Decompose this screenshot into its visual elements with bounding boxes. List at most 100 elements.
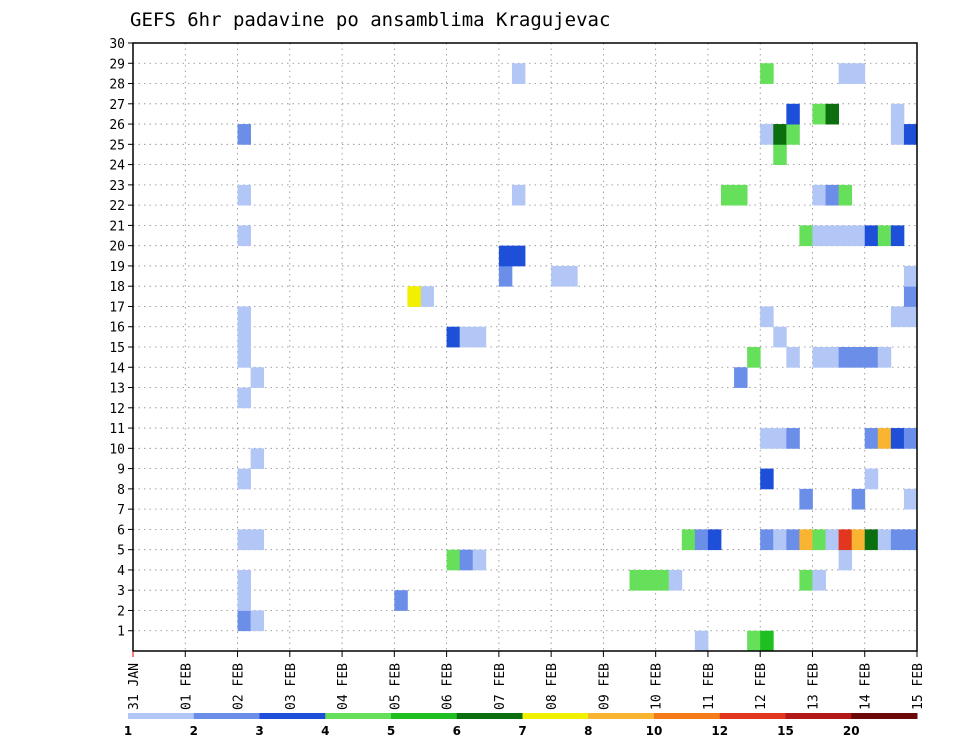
heatmap-cell xyxy=(446,549,461,571)
y-tick-label: 14 xyxy=(109,361,125,376)
y-tick-label: 1 xyxy=(117,625,125,640)
colorbar-label: 2 xyxy=(190,724,198,738)
x-tick-label: 11 FEB xyxy=(702,663,717,710)
x-tick-label: 15 FEB xyxy=(911,663,926,710)
heatmap-cell xyxy=(707,529,722,551)
heatmap-cell xyxy=(838,529,853,551)
colorbar-label: 15 xyxy=(777,724,794,738)
heatmap-cell xyxy=(812,347,826,368)
heatmap-cell xyxy=(786,529,800,551)
heatmap-cell xyxy=(890,225,905,247)
heatmap-cell xyxy=(237,569,251,591)
y-tick-label: 16 xyxy=(109,321,125,336)
heatmap-cell xyxy=(564,265,578,287)
heatmap-cell xyxy=(472,326,487,348)
heatmap-cell xyxy=(877,225,892,247)
heatmap-cell xyxy=(903,488,918,510)
heatmap-cell xyxy=(903,286,918,307)
x-tick-label: 04 FEB xyxy=(336,663,351,710)
heatmap-cell xyxy=(511,184,526,206)
heatmap-cell xyxy=(877,529,892,551)
heatmap-cell xyxy=(903,529,918,551)
heatmap-cell xyxy=(864,529,879,551)
heatmap-cell xyxy=(812,569,826,591)
heatmap-cell xyxy=(812,184,826,206)
y-tick-label: 19 xyxy=(109,260,125,275)
heatmap-cell xyxy=(903,306,918,328)
heatmap-cell xyxy=(237,529,251,551)
heatmap-cell xyxy=(629,569,643,591)
heatmap-cell xyxy=(760,428,774,449)
heatmap-cell xyxy=(747,630,761,652)
heatmap-cell xyxy=(760,468,774,490)
heatmap-cell xyxy=(250,529,265,551)
colorbar-segment xyxy=(522,713,589,719)
heatmap-cell xyxy=(786,124,800,145)
heatmap-cell xyxy=(812,529,826,551)
heatmap-cell xyxy=(760,306,774,328)
heatmap-cell xyxy=(237,590,251,611)
heatmap-cell xyxy=(812,103,826,125)
y-tick-label: 22 xyxy=(109,199,125,214)
heatmap-cell xyxy=(721,184,735,206)
y-tick-label: 4 xyxy=(117,564,125,579)
heatmap-cell xyxy=(799,225,813,247)
heatmap-cell xyxy=(890,428,905,449)
x-tick-label: 12 FEB xyxy=(754,663,769,710)
heatmap-cell xyxy=(237,387,251,409)
colorbar-label: 1 xyxy=(124,724,132,738)
heatmap-cell xyxy=(851,347,866,368)
heatmap-cell xyxy=(825,184,839,206)
colorbar-label: 4 xyxy=(321,724,329,738)
y-tick-label: 27 xyxy=(109,98,125,113)
y-tick-label: 30 xyxy=(109,37,125,52)
y-tick-label: 10 xyxy=(109,442,125,457)
heatmap-cell xyxy=(760,529,774,551)
colorbar-label: 8 xyxy=(584,724,592,738)
colorbar-label: 20 xyxy=(843,724,860,738)
heatmap-cell xyxy=(825,347,839,368)
heatmap-cell xyxy=(237,610,251,632)
colorbar-segment xyxy=(719,713,786,719)
y-tick-label: 9 xyxy=(117,463,125,478)
x-tick-label: 07 FEB xyxy=(493,663,508,710)
heatmap-cell xyxy=(407,286,421,307)
colorbar-segment xyxy=(325,713,392,719)
y-tick-label: 20 xyxy=(109,240,125,255)
heatmap-cell xyxy=(760,630,774,652)
x-axis: 31 JAN 01 FEB 02 FEB 03 FEB 04 FEB 05 FEB 06 F… xyxy=(127,651,926,710)
heatmap-cell xyxy=(838,225,853,247)
heatmap-cell xyxy=(694,529,709,551)
y-tick-label: 3 xyxy=(117,584,125,599)
heatmap-cell xyxy=(864,468,879,490)
heatmap-cell xyxy=(799,569,813,591)
heatmap-cell xyxy=(786,428,800,449)
heatmap-cell xyxy=(472,549,487,571)
heatmap-cell xyxy=(760,63,774,84)
heatmap-cell xyxy=(237,225,251,247)
y-tick-label: 21 xyxy=(109,219,125,234)
heatmap-cell xyxy=(773,428,787,449)
y-tick-label: 2 xyxy=(117,604,125,619)
heatmap-cell xyxy=(498,245,513,267)
y-tick-label: 5 xyxy=(117,544,125,559)
heatmap-cell xyxy=(851,225,866,247)
y-tick-label: 6 xyxy=(117,523,125,538)
colorbar-segment xyxy=(128,713,195,719)
colorbar: 1 2 3 4 5 6 7 8 10 12 15 20 xyxy=(124,713,918,738)
heatmap-cell xyxy=(838,63,853,84)
y-tick-label: 29 xyxy=(109,57,125,72)
y-tick-label: 28 xyxy=(109,78,125,93)
heatmap-cell xyxy=(812,225,826,247)
heatmap-cell xyxy=(237,326,251,348)
x-tick-label: 01 FEB xyxy=(179,663,194,710)
x-tick-label: 02 FEB xyxy=(232,663,247,710)
heatmap-cell xyxy=(890,306,905,328)
x-tick-label: 31 JAN xyxy=(127,663,142,710)
heatmap-cell xyxy=(851,529,866,551)
heatmap-cell xyxy=(747,347,761,368)
heatmap-cell xyxy=(237,124,251,145)
x-tick-label: 03 FEB xyxy=(284,663,299,710)
heatmap-cell xyxy=(446,326,461,348)
